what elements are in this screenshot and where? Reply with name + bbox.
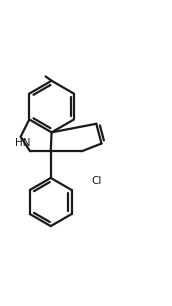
Text: HN: HN <box>15 138 30 148</box>
Text: Cl: Cl <box>91 176 101 185</box>
